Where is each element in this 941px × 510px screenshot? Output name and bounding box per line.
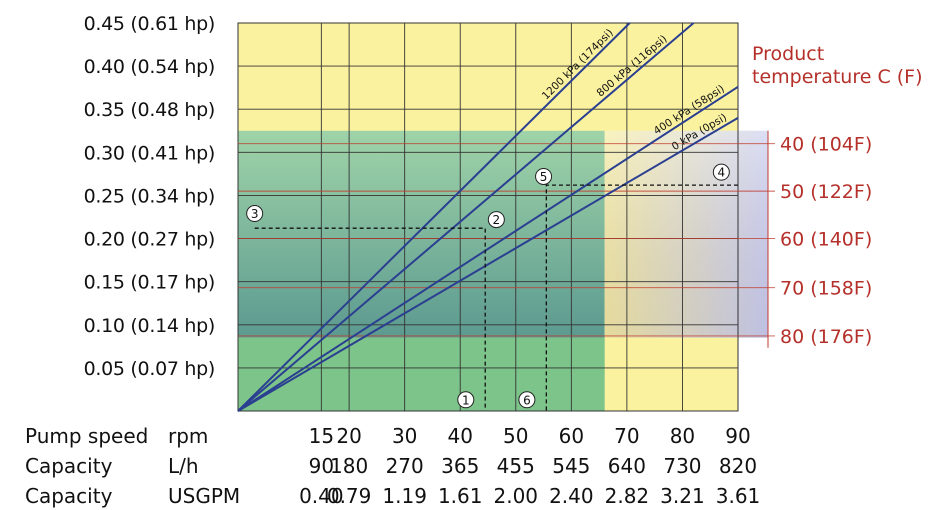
series-line [237, 22, 631, 412]
table-cell: 1.19 [382, 484, 427, 508]
x-tick-label: 50 [503, 424, 528, 448]
y-tick-label: 0.15 (0.17 hp) [84, 272, 215, 294]
table-cell: 820 [719, 454, 757, 478]
temperature-tick-label: 60 (140F) [780, 229, 872, 251]
table-row-unit: rpm [168, 424, 208, 448]
x-tick-label: 80 [670, 424, 695, 448]
table-cell: 180 [330, 454, 368, 478]
table-cell: 1.61 [438, 484, 483, 508]
step-marker [518, 391, 536, 409]
x-tick-label: 60 [559, 424, 584, 448]
y-tick-label: 0.40 (0.54 hp) [84, 56, 215, 78]
y-tick-label: 0.25 (0.34 hp) [84, 185, 215, 207]
series-line [237, 85, 739, 412]
table-cell: 3.61 [716, 484, 761, 508]
y-tick-label: 0.35 (0.48 hp) [84, 99, 215, 121]
x-tick-label: 40 [447, 424, 472, 448]
table-row-label: Capacity [25, 454, 113, 478]
operating-zone-band [238, 130, 605, 338]
table-cell: 730 [663, 454, 701, 478]
step-marker [457, 391, 475, 409]
plot-frame [237, 22, 739, 412]
step-marker-label: 3 [251, 207, 259, 221]
step-marker [487, 211, 505, 229]
table-cell: 2.82 [605, 484, 650, 508]
table-cell: 3.21 [660, 484, 705, 508]
table-cell: 270 [386, 454, 424, 478]
step-marker [712, 163, 730, 181]
temperature-axis-title-line: temperature C (F) [752, 66, 923, 88]
x-tick-label: 20 [336, 424, 361, 448]
temperature-tick-label: 70 (158F) [780, 278, 872, 300]
y-tick-label: 0.45 (0.61 hp) [84, 13, 215, 35]
table-cell: 0.40 [299, 484, 344, 508]
temperature-tick-label: 80 (176F) [780, 326, 872, 348]
step-marker-label: 4 [718, 166, 726, 180]
table-cell: 90 [309, 454, 334, 478]
table-row-label: Pump speed [25, 424, 148, 448]
temperature-axis-title-line: Product [752, 43, 824, 65]
y-tick-label: 0.10 (0.14 hp) [84, 315, 215, 337]
temperature-axis-title: Product temperature C (F) [752, 43, 923, 88]
step-marker-label: 2 [493, 213, 501, 227]
table-cell: 455 [497, 454, 535, 478]
table-row-unit: USGPM [168, 484, 240, 508]
step-marker-label: 1 [462, 393, 470, 407]
temperature-zone-shade [604, 130, 768, 338]
table-cell: 640 [608, 454, 646, 478]
step-marker-label: 5 [540, 170, 548, 184]
example-guide-line [545, 184, 738, 411]
table-cell: 365 [441, 454, 479, 478]
temperature-tick-label: 50 (122F) [780, 181, 872, 203]
y-tick-label: 0.20 (0.27 hp) [84, 229, 215, 251]
table-cell: 2.00 [494, 484, 539, 508]
table-row-label: Capacity [25, 484, 113, 508]
y-tick-label: 0.30 (0.41 hp) [84, 142, 215, 164]
x-tick-label: 70 [614, 424, 639, 448]
example-guide-line [254, 227, 486, 411]
table-cell: 2.40 [549, 484, 594, 508]
series-line [237, 22, 695, 412]
step-marker-label: 6 [523, 393, 531, 407]
x-tick-label: 15 [309, 424, 334, 448]
x-tick-label: 30 [392, 424, 417, 448]
step-marker [535, 167, 553, 185]
x-tick-label: 90 [725, 424, 750, 448]
table-cell: 545 [552, 454, 590, 478]
table-row-unit: L/h [168, 454, 199, 478]
temperature-tick-label: 40 (104F) [780, 134, 872, 156]
table-cell: 0.79 [327, 484, 372, 508]
series-line [237, 116, 739, 412]
y-tick-label: 0.05 (0.07 hp) [84, 358, 215, 380]
step-marker [246, 205, 264, 223]
